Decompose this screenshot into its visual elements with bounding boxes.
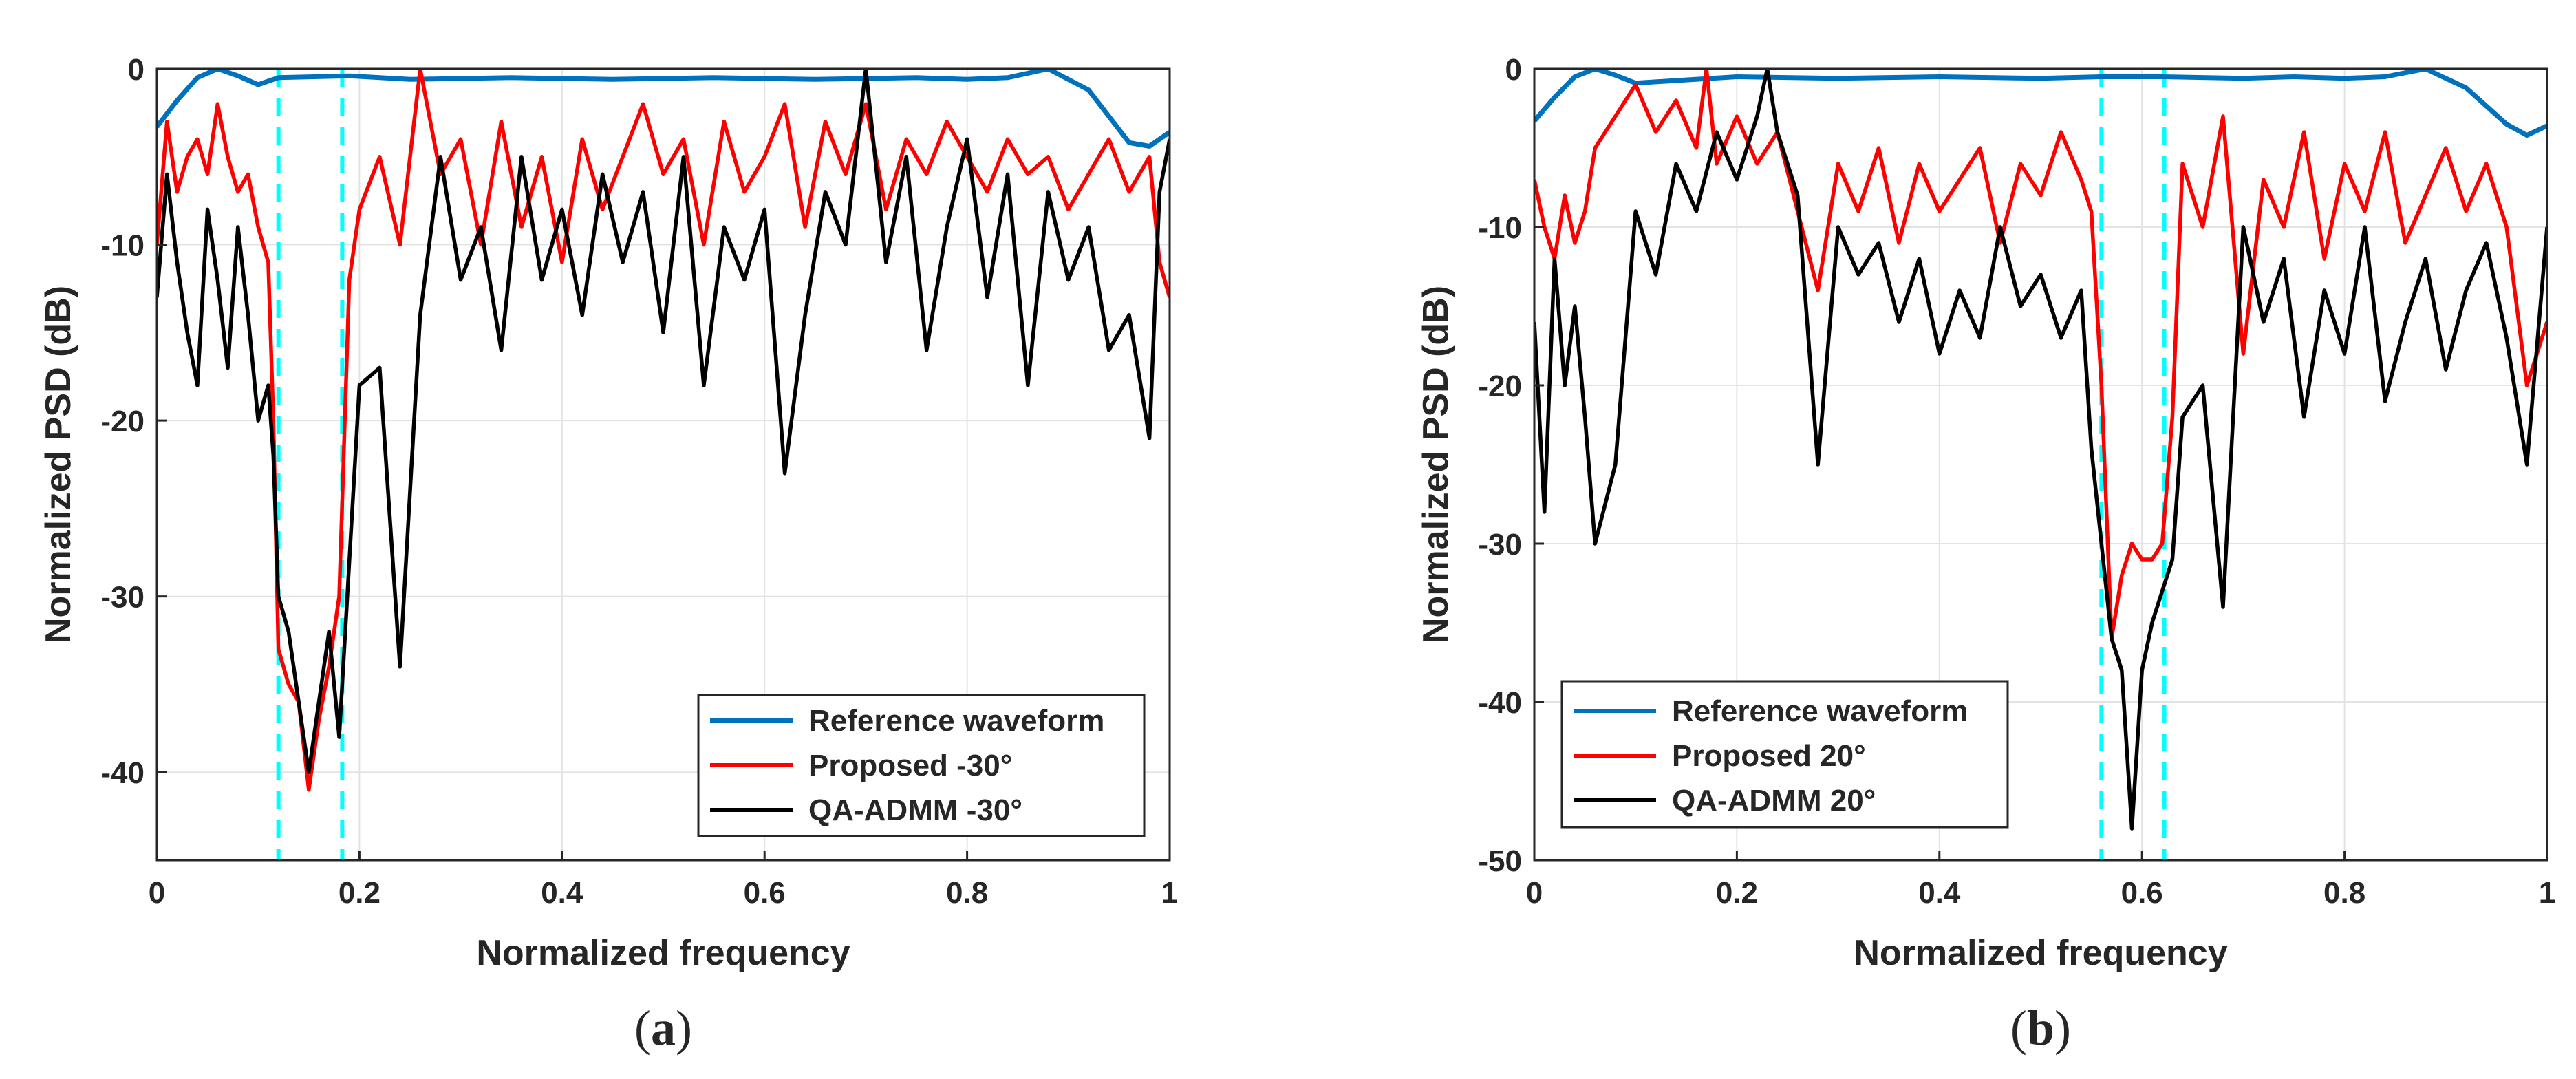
panel-b: 0 0.2 0.4 0.6 0.8 1 0 -10 -20 -30 -40 -50 Normalize… xyxy=(1416,53,2555,1056)
ticks-a: 0 0.2 0.4 0.6 0.8 1 0 -10 -20 -30 -40 xyxy=(100,53,1178,910)
notch-lines-b xyxy=(2099,69,2167,860)
x-axis-label-b: Normalized frequency xyxy=(1854,933,2227,973)
legend-b: Reference waveform Proposed 20° QA-ADMM … xyxy=(1560,680,2009,829)
legend-label-qa-admm-a: QA-ADMM -30° xyxy=(808,793,1022,827)
series-b xyxy=(1534,69,2547,831)
x-tick-label: 0.2 xyxy=(1716,876,1758,910)
ticks-b: 0 0.2 0.4 0.6 0.8 1 0 -10 -20 -30 -40 -50 xyxy=(1478,53,2555,910)
x-tick-label: 0.8 xyxy=(946,876,988,910)
y-axis-label-a: Normalized PSD (dB) xyxy=(39,286,78,643)
series-a xyxy=(157,69,1170,792)
y-tick-label: -30 xyxy=(100,581,144,615)
y-tick-label: -50 xyxy=(1478,844,1522,878)
x-tick-label: 0.4 xyxy=(541,876,583,910)
y-tick-label: -20 xyxy=(100,405,144,438)
x-tick-label: 0 xyxy=(1526,876,1543,910)
x-tick-label: 0.6 xyxy=(2121,876,2163,910)
x-axis-label-a: Normalized frequency xyxy=(476,933,850,973)
y-tick-label: -20 xyxy=(1478,370,1522,403)
x-tick-label: 0.6 xyxy=(744,876,786,910)
y-tick-label: 0 xyxy=(1505,53,1522,87)
series-line-proposed-30 xyxy=(157,69,1170,792)
axes-box-a xyxy=(155,67,1171,862)
y-tick-label: -10 xyxy=(1478,211,1522,245)
series-line-proposed-20 xyxy=(1534,69,2547,641)
legend-label-reference-a: Reference waveform xyxy=(808,704,1104,738)
y-tick-label: -40 xyxy=(100,756,144,790)
panel-a: 0 0.2 0.4 0.6 0.8 1 0 -10 -20 -30 -40 Normalized f… xyxy=(39,53,1178,1056)
legend-box-b xyxy=(1560,680,2009,829)
legend-label-proposed-b: Proposed 20° xyxy=(1672,739,1866,773)
y-tick-label: -30 xyxy=(1478,528,1522,562)
legend-label-proposed-a: Proposed -30° xyxy=(808,749,1012,782)
caption-a: (a) xyxy=(634,1001,692,1056)
axes-box-b xyxy=(1533,67,2548,862)
series-line-reference-waveform xyxy=(1534,69,2547,138)
x-tick-label: 1 xyxy=(2539,876,2555,910)
series-line-reference-waveform xyxy=(157,69,1170,149)
y-tick-label: 0 xyxy=(128,53,144,87)
x-tick-label: 0.2 xyxy=(339,876,380,910)
caption-b: (b) xyxy=(2010,1001,2071,1056)
legend-label-reference-b: Reference waveform xyxy=(1672,694,1968,728)
x-tick-label: 0 xyxy=(149,876,165,910)
x-tick-label: 0.4 xyxy=(1918,876,1961,910)
series-line-qa-admm-20 xyxy=(1534,69,2547,831)
notch-lines-a xyxy=(276,69,345,860)
legend-a: Reference waveform Proposed -30° QA-ADMM… xyxy=(697,694,1146,837)
y-axis-label-b: Normalized PSD (dB) xyxy=(1416,286,1456,643)
x-tick-label: 1 xyxy=(1161,876,1178,910)
x-tick-label: 0.8 xyxy=(2323,876,2365,910)
series-line-qa-admm-30 xyxy=(157,69,1170,774)
y-tick-label: -10 xyxy=(100,229,144,263)
y-tick-label: -40 xyxy=(1478,686,1522,720)
legend-label-qa-admm-b: QA-ADMM 20° xyxy=(1672,784,1876,818)
